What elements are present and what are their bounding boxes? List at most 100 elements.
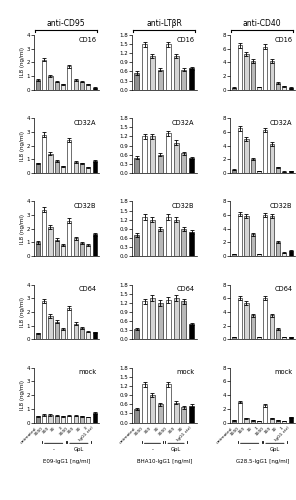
Text: 10: 10 — [246, 426, 253, 433]
Text: anti-CD95: anti-CD95 — [47, 20, 86, 28]
Bar — [244, 303, 249, 340]
Text: CD32A: CD32A — [270, 120, 292, 126]
Text: IgG1 ctrl: IgG1 ctrl — [176, 426, 192, 442]
Bar — [238, 128, 242, 173]
Bar — [61, 245, 65, 256]
X-axis label: BHA10-IgG1 [ng/ml]: BHA10-IgG1 [ng/ml] — [136, 460, 192, 464]
Bar — [181, 70, 186, 89]
Bar — [142, 216, 147, 256]
Bar — [74, 324, 78, 340]
Text: IgG1 ctrl: IgG1 ctrl — [275, 426, 291, 442]
Bar — [238, 46, 242, 90]
Bar — [80, 328, 84, 340]
Text: -: - — [249, 447, 251, 452]
Bar — [150, 298, 155, 340]
Bar — [134, 409, 139, 422]
Text: 300: 300 — [42, 426, 51, 435]
Bar — [289, 338, 293, 340]
Text: GpL: GpL — [171, 447, 181, 452]
Text: 30: 30 — [75, 426, 82, 433]
Bar — [55, 322, 59, 340]
Text: CD32B: CD32B — [172, 203, 194, 209]
Bar — [134, 73, 139, 90]
Bar — [251, 61, 255, 90]
Text: CD32B: CD32B — [270, 203, 292, 209]
Text: 3: 3 — [58, 426, 63, 431]
Y-axis label: IL8 (ng/ml): IL8 (ng/ml) — [20, 297, 25, 327]
Bar — [61, 84, 65, 89]
Bar — [276, 329, 280, 340]
Bar — [61, 416, 65, 422]
Y-axis label: IL8 (ng/ml): IL8 (ng/ml) — [20, 380, 25, 410]
Bar — [257, 171, 261, 173]
Bar — [189, 68, 194, 89]
Bar — [36, 80, 40, 90]
Text: 3000: 3000 — [134, 426, 145, 437]
Bar — [244, 418, 249, 422]
Bar — [276, 242, 280, 256]
Bar — [166, 134, 171, 173]
Bar — [189, 324, 194, 340]
Bar — [282, 252, 287, 256]
Bar — [158, 70, 163, 89]
Text: 30: 30 — [177, 426, 184, 433]
Bar — [238, 298, 242, 340]
Text: CD32B: CD32B — [74, 203, 96, 209]
Bar — [282, 338, 287, 340]
Bar — [166, 216, 171, 256]
Text: 1: 1 — [280, 426, 284, 431]
Bar — [263, 406, 268, 422]
Bar — [49, 316, 52, 340]
Bar — [251, 234, 255, 256]
Text: 1: 1 — [254, 426, 259, 431]
Text: mock: mock — [274, 370, 292, 376]
Bar — [142, 136, 147, 173]
Bar — [276, 168, 280, 173]
Bar — [42, 415, 46, 422]
Bar — [232, 170, 236, 173]
Bar — [36, 333, 40, 340]
Bar — [263, 298, 268, 340]
Bar — [67, 66, 72, 90]
Text: 300: 300 — [67, 426, 76, 435]
Bar — [238, 402, 242, 422]
Bar — [166, 300, 171, 340]
Bar — [42, 134, 46, 173]
Bar — [42, 301, 46, 340]
Bar — [93, 234, 97, 256]
Bar — [86, 245, 91, 256]
Text: GpL: GpL — [270, 447, 280, 452]
Text: 100: 100 — [263, 426, 272, 435]
X-axis label: G28.5-IgG1 [ng/ml]: G28.5-IgG1 [ng/ml] — [236, 460, 289, 464]
Text: untreated: untreated — [119, 426, 137, 444]
Bar — [276, 83, 280, 89]
Bar — [232, 88, 236, 90]
Bar — [289, 88, 293, 90]
Text: mock: mock — [176, 370, 194, 376]
Bar — [173, 402, 178, 422]
Bar — [93, 160, 97, 173]
Bar — [150, 220, 155, 256]
Text: CD16: CD16 — [177, 36, 194, 43]
Bar — [36, 242, 40, 256]
Bar — [232, 254, 236, 256]
Bar — [150, 395, 155, 422]
Bar — [276, 420, 280, 422]
Bar — [181, 229, 186, 256]
Bar — [257, 421, 261, 422]
Bar — [93, 88, 97, 90]
Bar — [49, 228, 52, 256]
Bar — [257, 254, 261, 256]
Bar — [257, 338, 261, 340]
Bar — [86, 84, 91, 89]
Bar — [166, 384, 171, 422]
Bar — [263, 130, 268, 173]
Bar — [232, 338, 236, 340]
Bar — [49, 415, 52, 422]
Text: CD32A: CD32A — [74, 120, 96, 126]
Bar — [282, 421, 287, 422]
Text: CD16: CD16 — [78, 36, 96, 43]
Text: CD64: CD64 — [176, 286, 194, 292]
Bar — [244, 54, 249, 90]
Bar — [86, 168, 91, 173]
